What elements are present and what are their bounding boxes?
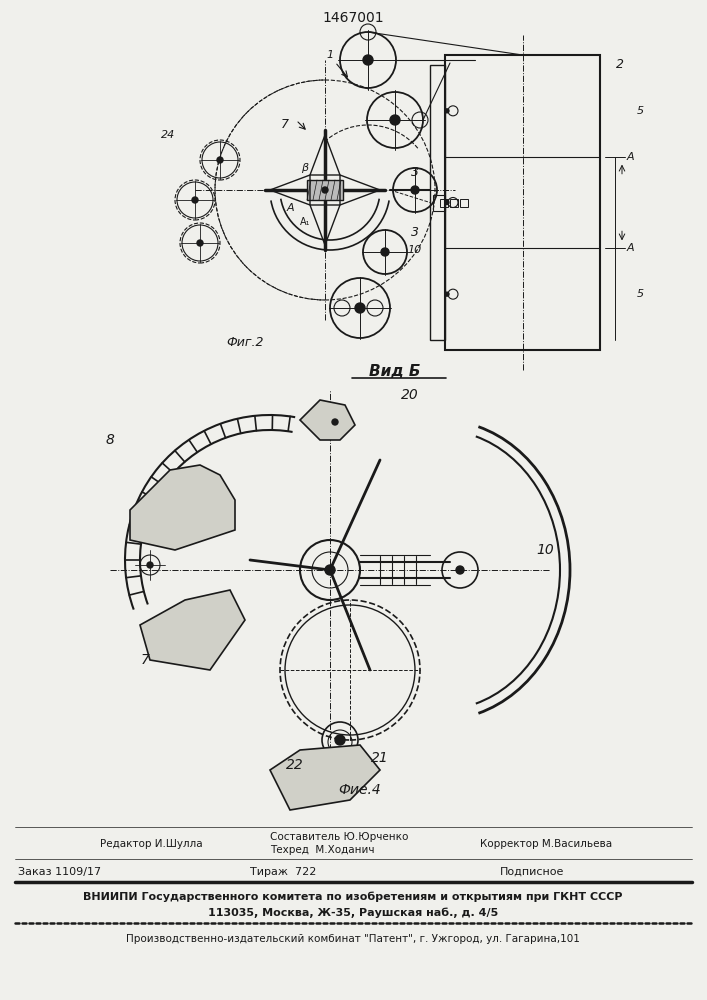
Text: A: A — [286, 203, 294, 213]
Text: 3: 3 — [411, 226, 419, 239]
Text: Корректор М.Васильева: Корректор М.Васильева — [480, 839, 612, 849]
Text: A₁: A₁ — [300, 217, 310, 227]
Polygon shape — [300, 400, 355, 440]
Circle shape — [325, 565, 335, 575]
Polygon shape — [140, 590, 245, 670]
Text: A: A — [626, 243, 633, 253]
Text: 1467001: 1467001 — [322, 11, 384, 25]
Text: 22: 22 — [286, 758, 304, 772]
Circle shape — [445, 200, 449, 205]
Text: Тираж  722: Тираж 722 — [250, 867, 316, 877]
Text: Производственно-издательский комбинат "Патент", г. Ужгород, ул. Гагарина,101: Производственно-издательский комбинат "П… — [126, 934, 580, 944]
Text: 1: 1 — [327, 50, 334, 60]
Circle shape — [197, 240, 203, 246]
Polygon shape — [130, 465, 235, 550]
Text: Подписное: Подписное — [500, 867, 564, 877]
Text: Заказ 1109/17: Заказ 1109/17 — [18, 867, 101, 877]
Bar — [430, 65, 445, 340]
Circle shape — [332, 419, 338, 425]
Text: ВНИИПИ Государственного комитета по изобретениям и открытиям при ГКНТ СССР: ВНИИПИ Государственного комитета по изоб… — [83, 892, 623, 902]
Bar — [440, 198, 448, 207]
Polygon shape — [270, 745, 380, 810]
Text: Составитель Ю.Юрченко: Составитель Ю.Юрченко — [270, 832, 409, 842]
Circle shape — [355, 303, 365, 313]
Bar — [445, 55, 600, 350]
Text: 5: 5 — [636, 106, 643, 116]
Text: 24: 24 — [161, 130, 175, 140]
Circle shape — [217, 157, 223, 163]
Text: 7: 7 — [281, 118, 289, 131]
Text: Фиг.2: Фиг.2 — [226, 336, 264, 349]
Text: Техред  М.Ходанич: Техред М.Ходанич — [270, 845, 375, 855]
Circle shape — [335, 735, 345, 745]
Text: 5: 5 — [636, 289, 643, 299]
Circle shape — [456, 566, 464, 574]
Text: β: β — [301, 163, 308, 173]
Text: 2: 2 — [616, 58, 624, 72]
Bar — [460, 198, 468, 207]
Bar — [450, 198, 458, 207]
Circle shape — [147, 562, 153, 568]
Text: 21: 21 — [371, 751, 389, 765]
Text: A: A — [626, 152, 633, 162]
Text: Редактор И.Шулла: Редактор И.Шулла — [100, 839, 203, 849]
Text: 7: 7 — [141, 653, 149, 667]
Circle shape — [322, 187, 328, 193]
Text: 20: 20 — [401, 388, 419, 402]
Circle shape — [445, 109, 449, 113]
Circle shape — [445, 292, 449, 296]
Text: 113035, Москва, Ж-35, Раушская наб., д. 4/5: 113035, Москва, Ж-35, Раушская наб., д. … — [208, 907, 498, 918]
Bar — [433, 194, 445, 211]
Text: Фие.4: Фие.4 — [339, 783, 381, 797]
Circle shape — [411, 186, 419, 194]
Circle shape — [390, 115, 400, 125]
Text: 10: 10 — [536, 543, 554, 557]
Text: 3: 3 — [411, 166, 419, 179]
Bar — [307, 180, 343, 200]
Circle shape — [192, 197, 198, 203]
Text: 10: 10 — [408, 245, 422, 255]
Circle shape — [381, 248, 389, 256]
Text: Вид Б: Вид Б — [369, 364, 421, 379]
Circle shape — [363, 55, 373, 65]
Text: 8: 8 — [105, 433, 115, 447]
